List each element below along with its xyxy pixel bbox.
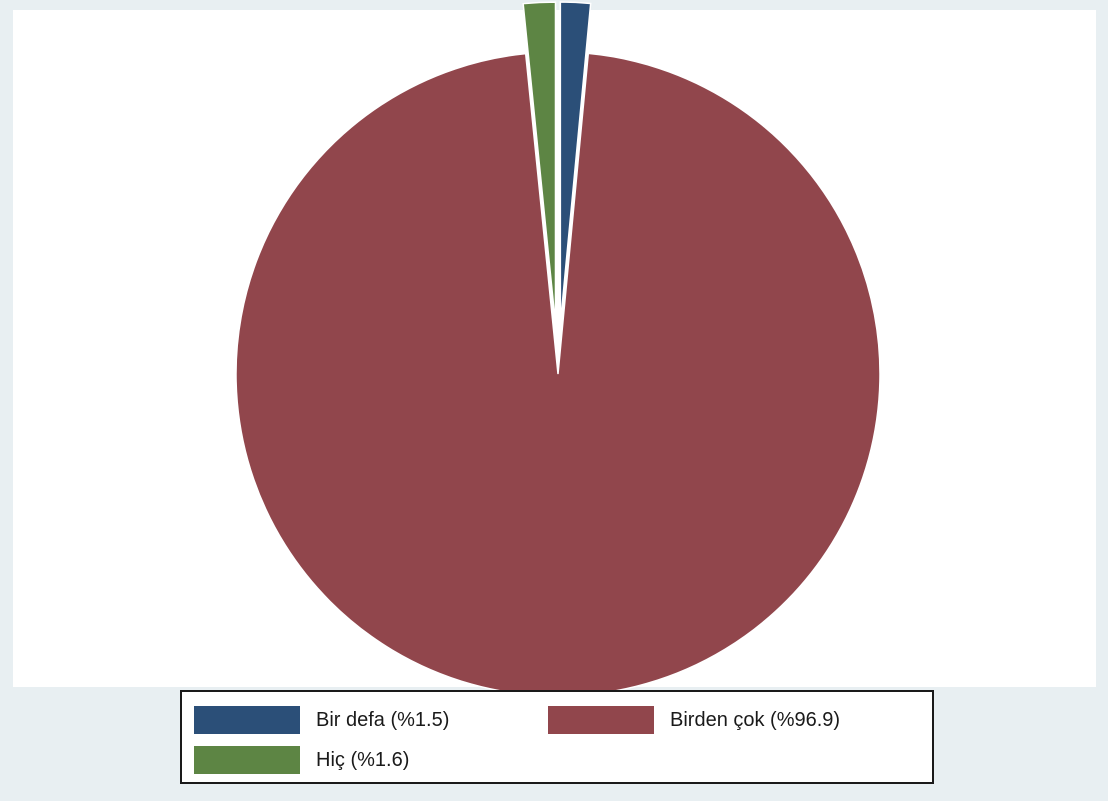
legend-label-birden-cok: Birden çok (%96.9) [670,708,841,731]
legend: Bir defa (%1.5) Birden çok (%96.9) Hiç (… [180,690,934,784]
pie-slice-bir-defa [559,1,592,325]
legend-label-bir-defa: Bir defa (%1.5) [316,708,450,731]
pie-slice-hic [522,1,557,325]
legend-entry-birden-cok: Birden çok (%96.9) [548,706,840,734]
pie-slice-birden-cok [235,52,881,697]
legend-swatch-bir-defa [194,706,300,734]
legend-label-hic: Hiç (%1.6) [316,748,410,771]
legend-entry-bir-defa: Bir defa (%1.5) [194,706,449,734]
legend-swatch-hic [194,746,300,774]
legend-swatch-birden-cok [548,706,654,734]
legend-entry-hic: Hiç (%1.6) [194,746,409,774]
